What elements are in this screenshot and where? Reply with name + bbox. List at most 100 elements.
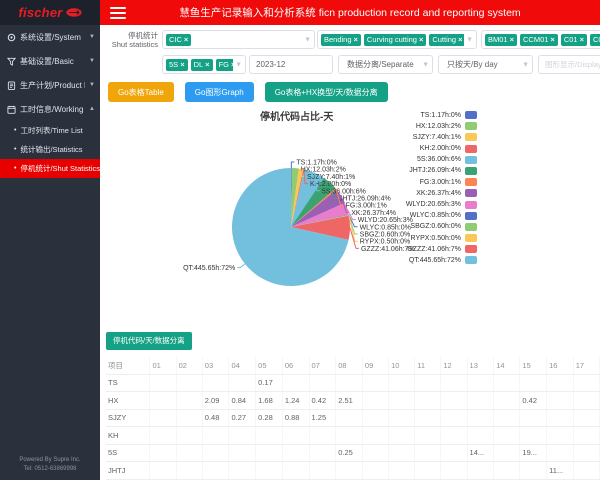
tag-remove-icon[interactable]: × (458, 35, 463, 44)
chevron-down-icon[interactable]: ▼ (466, 36, 473, 43)
sidebar-item-product-plan[interactable]: 生产计划/Product Plan ▼ (0, 73, 100, 97)
legend-item[interactable]: RYPX:0.50h:0% (411, 234, 477, 243)
legend-swatch (465, 155, 477, 164)
table-header-cell: 07 (309, 356, 337, 375)
filter-tag[interactable]: Bending × (321, 33, 361, 46)
pie-slice-RYPX[interactable] (291, 215, 349, 227)
pie-label-line (348, 214, 358, 228)
shut-code-select[interactable]: CIC × ▼ (162, 30, 315, 49)
legend-item[interactable]: TS:1.17h:0% (421, 111, 477, 119)
pie-label-line (335, 188, 344, 206)
chevron-down-icon[interactable]: ▼ (235, 61, 242, 68)
tag-remove-icon[interactable]: × (353, 35, 358, 44)
pie-slice-TS[interactable] (291, 168, 292, 227)
legend-item[interactable]: HX:12.03h:2% (416, 122, 477, 131)
filter-tag[interactable]: 5S × (166, 58, 188, 71)
pie-slice-FG[interactable] (291, 188, 337, 227)
table-header-cell: 16 (546, 356, 574, 375)
pie-slice-JHTJ[interactable] (291, 177, 336, 227)
filter-tag[interactable]: FG× (215, 58, 233, 71)
sidebar-item-basic[interactable]: 基础设置/Basic ▼ (0, 49, 100, 73)
tag-remove-icon[interactable]: × (509, 35, 514, 44)
separate-select[interactable]: 数据分离/Separate ▼ (338, 55, 433, 74)
legend-item[interactable]: SBGZ:0.60h:0% (410, 222, 477, 231)
tag-remove-icon[interactable]: × (231, 60, 233, 69)
filter-tag-label: CCM01 (522, 35, 549, 44)
pie-slice-SJZY[interactable] (291, 168, 304, 227)
filter-tag[interactable]: DL × (190, 58, 213, 71)
sidebar-item-system[interactable]: 系统设置/System ▼ (0, 25, 100, 49)
row-name-cell: SJZY (106, 409, 151, 427)
pie-slice-KH[interactable] (291, 169, 305, 227)
shut-code-short-select[interactable]: 5S×DL×FG× ▼ (162, 55, 246, 74)
pie-slice-WLYC[interactable] (291, 214, 349, 227)
table-cell: 0.48 (202, 409, 230, 427)
legend-item[interactable]: XK:26.37h:4% (416, 189, 477, 198)
legend-swatch (465, 200, 477, 209)
table-header-cell: 03 (202, 356, 230, 375)
legend-item[interactable]: FG:3.00h:1% (420, 178, 477, 187)
filter-tag[interactable]: Curving cutting × (363, 33, 427, 46)
table-header-cell: 01 (149, 356, 177, 375)
legend-swatch (465, 245, 477, 254)
legend-item[interactable]: GZZZ:41.06h:7% (407, 245, 477, 254)
table-section-button[interactable]: 停机代码/天/数据分离 (106, 331, 192, 350)
tag-remove-icon[interactable]: × (418, 35, 424, 44)
tag-remove-icon[interactable]: × (579, 35, 584, 44)
pie-slice-XK[interactable] (291, 189, 345, 227)
sidebar-item-working-time[interactable]: 工时信息/Working Time ▲ (0, 97, 100, 121)
pie-slice-WLYD[interactable] (291, 202, 349, 227)
table-cell (546, 426, 574, 445)
sidebar-item-shut-statistics[interactable]: 停机统计/Shut Statistics (0, 159, 100, 178)
tag-remove-icon[interactable]: × (180, 60, 185, 69)
sidebar-item-statistics[interactable]: 统计输出/Statistics (0, 140, 100, 159)
go-table-hx-button[interactable]: Go表格+HX换型/天/数据分离 (264, 82, 388, 102)
filter-tag-label: Bending (324, 35, 352, 44)
process-select[interactable]: Bending×Curving cutting×Cutting×F× ▼ (317, 30, 477, 49)
legend-item[interactable]: WLYC:0.85h:0% (410, 211, 477, 220)
machine-select[interactable]: BM01×CCM01×C01×C02× (481, 30, 600, 49)
chevron-down-icon[interactable]: ▼ (304, 36, 311, 43)
table-cell (573, 461, 600, 480)
table-cell: 0.17 (255, 374, 283, 392)
hamburger-menu-icon[interactable] (110, 6, 126, 19)
legend-item[interactable]: SJZY:7.40h:1% (413, 133, 477, 142)
legend-label: JHTJ:26.09h:4% (409, 167, 461, 175)
action-buttons: Go表格Table Go图形Graph Go表格+HX换型/天/数据分离 (108, 82, 600, 102)
table-cell (467, 374, 495, 392)
go-table-button[interactable]: Go表格Table (108, 82, 174, 102)
sidebar-item-label: 系统设置/System (20, 32, 81, 42)
table-cell (149, 409, 177, 427)
pie-slice-GZZZ[interactable] (291, 215, 350, 240)
go-graph-button[interactable]: Go图形Graph (184, 82, 254, 102)
legend-swatch (465, 211, 477, 220)
table-row: SJZY 0.48 0.27 0.28 0.88 1.25 (106, 409, 600, 427)
filter-tag[interactable]: BM01 × (485, 33, 517, 46)
month-picker-input[interactable] (249, 55, 333, 74)
filter-tag[interactable]: C01 × (560, 33, 587, 46)
legend-item[interactable]: KH:2.00h:0% (419, 144, 477, 153)
legend-item[interactable]: 5S:36.00h:6% (417, 155, 477, 164)
chart-title: 停机代码占比-天 (260, 112, 334, 123)
filter-tag[interactable]: CCM01 × (519, 33, 558, 46)
filter-tag[interactable]: Cutting × (429, 33, 464, 46)
table-cell (388, 409, 416, 427)
filter-tag[interactable]: CIC × (166, 33, 192, 46)
legend-item[interactable]: JHTJ:26.09h:4% (409, 166, 477, 175)
display-graph-input[interactable] (538, 55, 600, 74)
tag-remove-icon[interactable]: × (550, 35, 555, 44)
tag-remove-icon[interactable]: × (205, 60, 210, 69)
pie-slice-QT[interactable] (232, 168, 349, 286)
sidebar-item-time-list[interactable]: 工时列表/Time List (0, 121, 100, 140)
chevron-down-icon[interactable]: ▼ (422, 61, 429, 68)
chevron-down-icon[interactable]: ▼ (522, 61, 529, 68)
pie-slice-SBGZ[interactable] (291, 215, 349, 227)
pie-slice-HX[interactable] (291, 168, 299, 227)
filter-tag[interactable]: C02× (589, 33, 600, 46)
by-day-select[interactable]: 只按天/By day ▼ (438, 55, 533, 74)
main-content: 停机统计 Shut statistics CIC × ▼ Bending × Curv… (100, 25, 600, 480)
legend-item[interactable]: WLYD:20.65h:3% (406, 200, 477, 209)
tag-remove-icon[interactable]: × (183, 35, 189, 44)
legend-item[interactable]: QT:445.65h:72% (409, 256, 477, 265)
legend-label: KH:2.00h:0% (419, 145, 461, 153)
